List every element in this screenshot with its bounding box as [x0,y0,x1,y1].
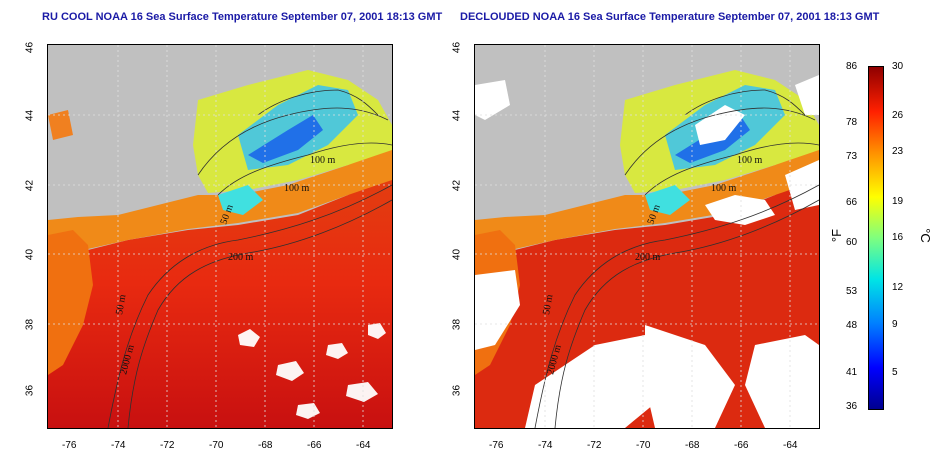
lat-tick: 46 [451,41,463,54]
celsius-tick: 19 [892,196,904,207]
lon-tick: -64 [783,440,798,451]
celsius-tick: 23 [892,146,904,157]
lon-tick: -72 [587,440,602,451]
lat-tick: 38 [24,318,36,331]
fahrenheit-tick: 86 [846,61,858,72]
celsius-tick: 16 [892,232,904,243]
lon-tick: -68 [685,440,700,451]
lat-tick: 44 [24,109,36,122]
contour-label: 200 m [635,252,661,263]
celsius-unit-label: °C [917,228,933,243]
contour-label: 100 m [310,155,336,166]
lon-tick: -76 [62,440,77,451]
fahrenheit-tick: 60 [846,237,858,248]
lat-tick: 40 [451,248,463,261]
lat-tick: 46 [24,41,36,54]
celsius-tick: 26 [892,110,904,121]
lon-tick: -72 [160,440,175,451]
contour-label: 50 m [541,293,555,315]
lat-tick: 44 [451,109,463,122]
fahrenheit-unit-label: °F [829,228,845,243]
fahrenheit-tick: 41 [846,367,858,378]
lon-tick: -70 [209,440,224,451]
lat-tick: 38 [451,318,463,331]
sst-map-declouded: 100 m 100 m 50 m 200 m 50 m 2000 m [474,44,820,429]
fahrenheit-tick: 53 [846,286,858,297]
contour-label: 100 m [711,183,737,194]
contour-label: 200 m [228,252,254,263]
lon-tick: -66 [307,440,322,451]
fahrenheit-tick: 78 [846,117,858,128]
lat-tick: 36 [24,384,36,397]
left-map-title: RU COOL NOAA 16 Sea Surface Temperature … [42,11,443,23]
celsius-tick: 9 [892,319,898,330]
lon-tick: -74 [111,440,126,451]
lon-tick: -70 [636,440,651,451]
lon-tick: -74 [538,440,553,451]
celsius-tick: 12 [892,282,904,293]
contour-label: 100 m [284,183,310,194]
celsius-tick: 5 [892,367,898,378]
sst-map-raw: 100 m 100 m 50 m 200 m 50 m 2000 m [47,44,393,429]
fahrenheit-tick: 48 [846,320,858,331]
lat-tick: 42 [451,179,463,192]
lon-tick: -64 [356,440,371,451]
lat-tick: 36 [451,384,463,397]
lon-tick: -76 [489,440,504,451]
fahrenheit-tick: 66 [846,197,858,208]
lon-tick: -66 [734,440,749,451]
fahrenheit-tick: 36 [846,401,858,412]
temperature-colorbar [868,66,884,410]
lat-tick: 42 [24,179,36,192]
lon-tick: -68 [258,440,273,451]
contour-label: 100 m [737,155,763,166]
lat-tick: 40 [24,248,36,261]
celsius-tick: 30 [892,61,904,72]
fahrenheit-tick: 73 [846,151,858,162]
contour-label: 50 m [114,293,128,315]
right-map-title: DECLOUDED NOAA 16 Sea Surface Temperatur… [460,11,880,23]
